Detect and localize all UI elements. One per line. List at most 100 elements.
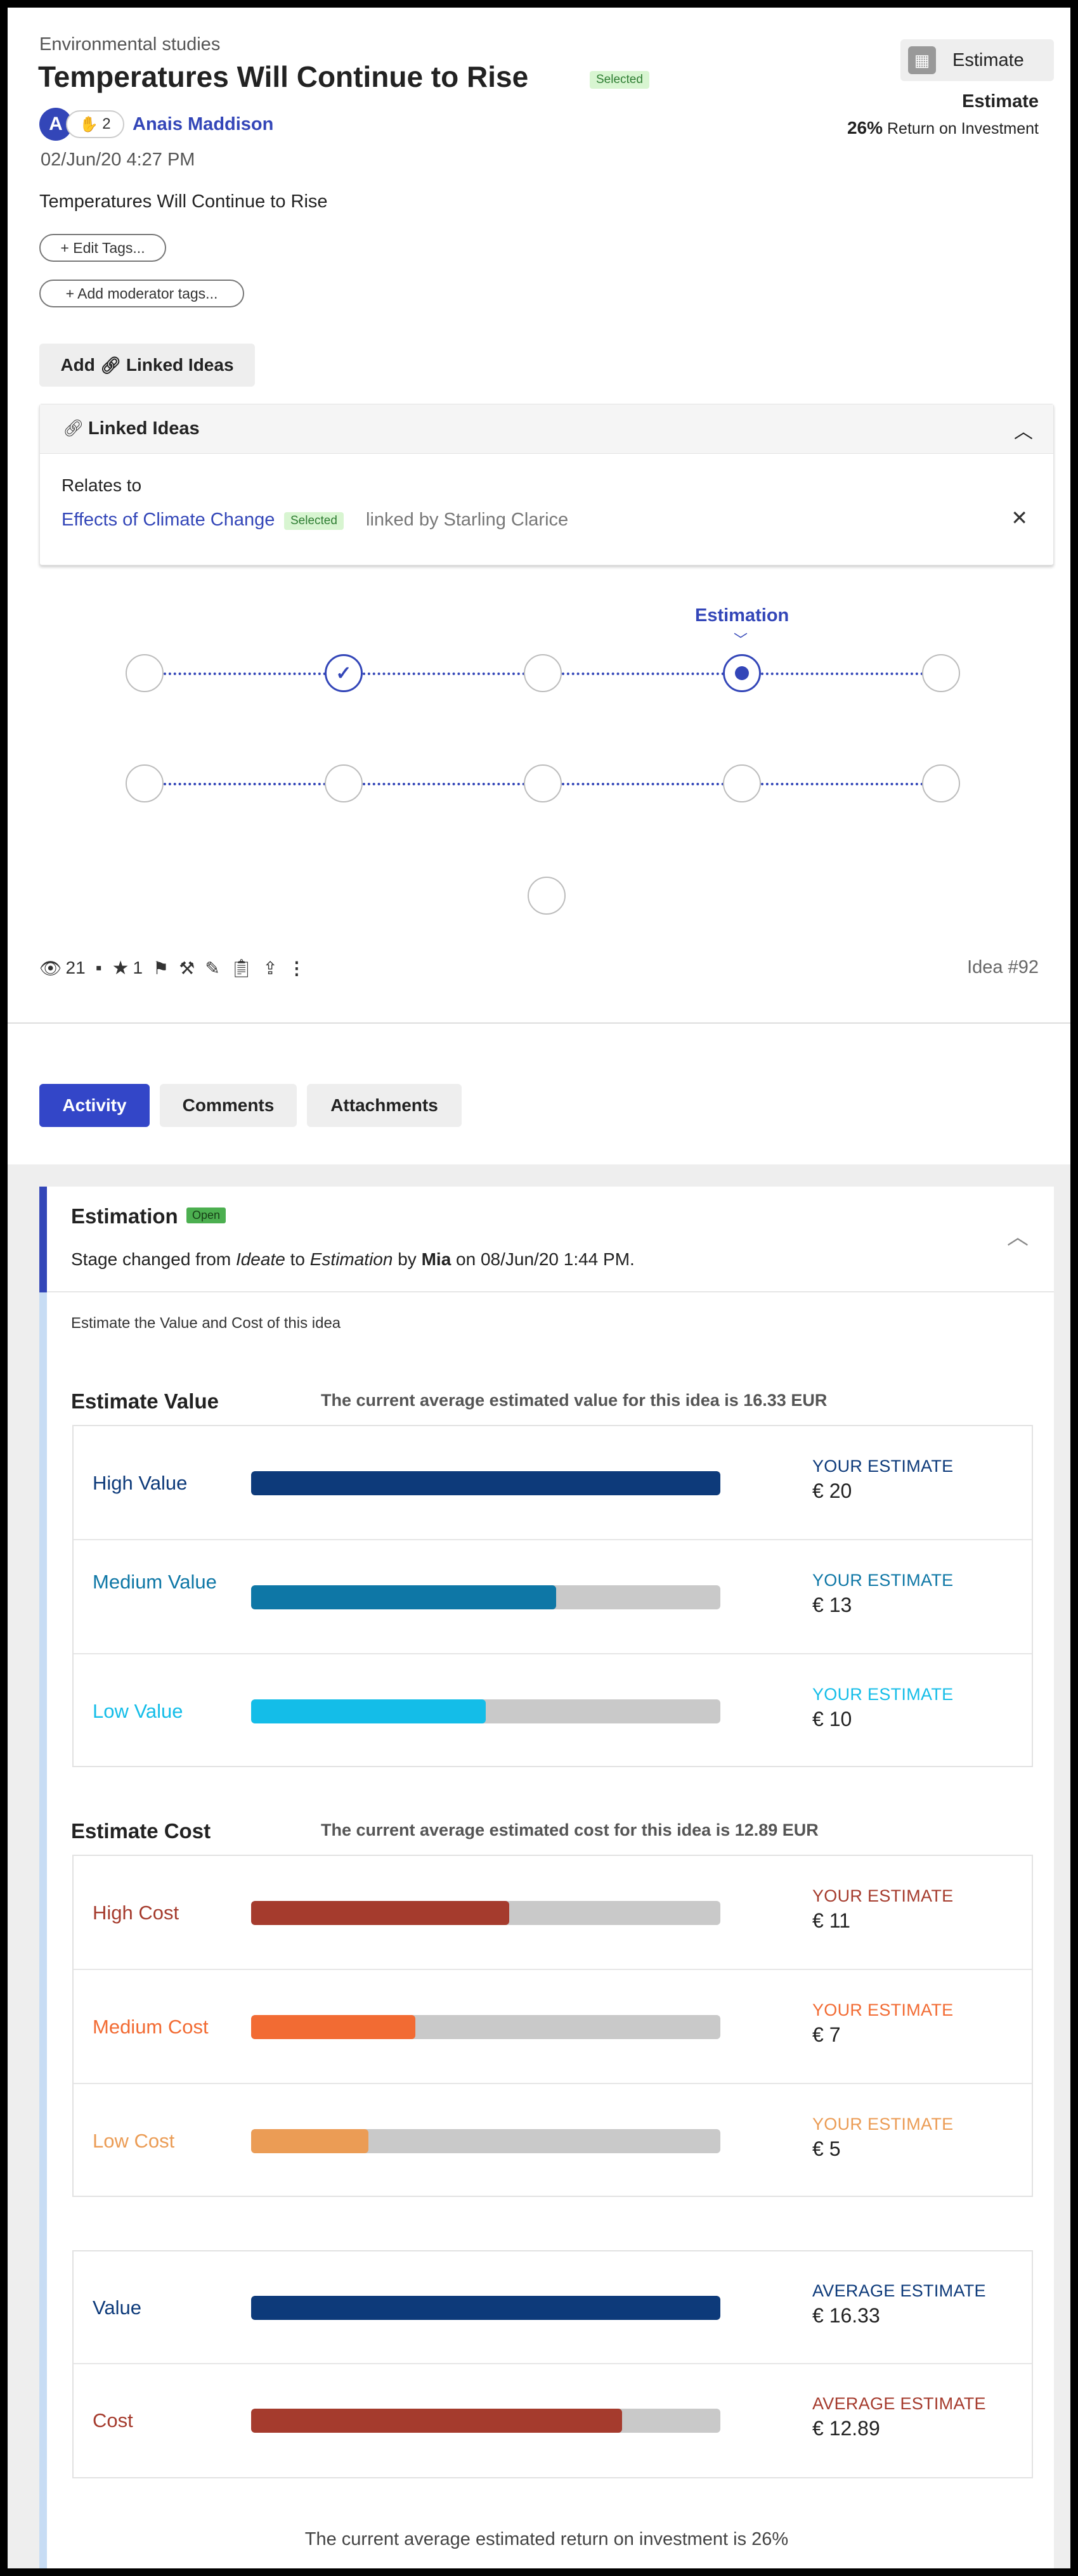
from-stage: Ideate [235,1249,285,1269]
average-estimate-bar-fill [251,2409,622,2433]
estimate-cost-bar[interactable] [251,1901,720,1925]
roi-label: Return on Investment [886,120,1039,138]
estimate-cost-bar[interactable] [251,2015,720,2039]
star-count: 1 [133,958,143,977]
linked-ideas-title: Linked Ideas [88,418,200,439]
stage-node[interactable] [524,654,562,692]
stage-node[interactable] [723,764,761,802]
stage-node-completed[interactable]: ✓ [325,654,363,692]
more-icon[interactable]: ⋮ [287,958,306,978]
stage-badge: Open [186,1208,226,1223]
estimate-cost-caption: YOUR ESTIMATE [812,1886,954,1905]
average-estimate-bar[interactable] [251,2296,720,2320]
estimate-value-label: Medium Value [93,1571,217,1593]
idea-description: Temperatures Will Continue to Rise [39,191,328,212]
estimate-value-box: High Value YOUR ESTIMATE € 20 Medium Value Y… [72,1425,1033,1767]
estimate-value-label: High Value [93,1472,188,1494]
connector [761,673,923,675]
eye-icon: 👁︎ [39,958,62,978]
connector [562,673,724,675]
average-estimate-box: Value AVERAGE ESTIMATE € 16.33 Cost AVERAGE … [72,2250,1033,2478]
estimate-value-row: High Value YOUR ESTIMATE € 20 [74,1426,1032,1540]
estimate-cost-caption: YOUR ESTIMATE [812,2115,954,2134]
average-estimate-bar[interactable] [251,2409,720,2433]
relates-to-label: Relates to [62,475,142,495]
active-stage-marker [39,1187,47,1292]
edit-icon[interactable]: ✎ [205,958,220,978]
estimate-value-bar-fill [251,1585,556,1609]
idea-date: 02/Jun/20 4:27 PM [41,150,195,170]
current-stage-label: Estimation [695,605,789,626]
roi-note: The current average estimated return on … [304,2529,789,2549]
linked-idea-link[interactable]: Effects of Climate Change [62,510,275,530]
estimate-cost-title: Estimate Cost [71,1819,211,1843]
status-badge: Selected [590,71,649,89]
idea-category: Environmental studies [39,34,221,55]
add-linked-ideas-button[interactable]: Add 🔗︎ Linked Ideas [39,344,255,387]
tab-comments[interactable]: Comments [160,1084,297,1127]
stage-change-text: Stage changed from Ideate to Estimation … [71,1249,635,1270]
flag-icon[interactable]: ⚑ [153,958,169,978]
roi-value: 26% [847,118,883,138]
tab-activity[interactable]: Activity [39,1084,150,1127]
to-word: to [285,1249,310,1269]
by-user: Mia [421,1249,451,1269]
estimate-value-title: Estimate Value [71,1389,219,1413]
estimate-value-bar-fill [251,1471,720,1495]
clap-count: 2 [102,115,111,132]
chevron-up-icon[interactable]: ︿ [1007,1225,1029,1249]
estimate-value-caption: YOUR ESTIMATE [812,1685,954,1704]
estimate-value-bar[interactable] [251,1699,720,1723]
change-prefix: Stage changed from [71,1249,236,1269]
stage-node[interactable] [922,764,960,802]
comment-icon[interactable]: ▪ [95,958,102,977]
estimate-value-value: € 13 [812,1594,852,1616]
estimate-value-caption: YOUR ESTIMATE [812,1571,954,1590]
estimate-cost-label: Medium Cost [93,2016,209,2038]
share-icon[interactable]: ⇪ [263,958,278,978]
average-estimate-label: Cost [93,2409,133,2431]
estimate-cost-value: € 5 [812,2137,841,2160]
average-estimate-bar-fill [251,2296,720,2320]
clipboard-icon[interactable]: 📋︎ [230,958,253,978]
stage-node[interactable] [922,654,960,692]
stage-node[interactable] [325,764,363,802]
estimate-value-label: Low Value [93,1700,183,1722]
link-icon: 🔗︎ [100,355,121,375]
edit-tags-button[interactable]: + Edit Tags... [39,234,166,262]
gavel-icon[interactable]: ⚒ [179,958,195,978]
close-icon[interactable]: ✕ [1011,506,1028,529]
estimate-value-bar[interactable] [251,1585,720,1609]
stage-node-current[interactable] [723,654,761,692]
star-icon[interactable]: ★ [112,957,129,979]
estimate-cost-bar-fill [251,2015,415,2039]
estimate-cost-value: € 7 [812,2023,841,2046]
estimate-value-bar[interactable] [251,1471,720,1495]
estimate-cost-row: High Cost YOUR ESTIMATE € 11 [74,1856,1032,1970]
chevron-up-icon[interactable]: ︿ [1014,422,1033,442]
estimate-cost-bar[interactable] [251,2129,720,2153]
avatar-letter: A [49,113,63,134]
idea-title: Temperatures Will Continue to Rise [38,60,529,93]
estimate-cost-bar-fill [251,2129,368,2153]
linked-ideas-header[interactable]: 🔗︎ Linked Ideas ︿ [40,404,1053,454]
estimate-cost-label: Low Cost [93,2130,175,2152]
current-dot-icon [735,666,749,680]
clap-button[interactable]: ✋ 2 [66,110,124,138]
stage-node[interactable] [528,877,566,915]
author-link[interactable]: Anais Maddison [133,114,274,134]
stage-node[interactable] [524,764,562,802]
tab-attachments[interactable]: Attachments [307,1084,462,1127]
average-estimate-value: € 16.33 [812,2304,880,2327]
check-icon: ✓ [335,662,352,684]
estimate-button[interactable]: ▦ Estimate [900,39,1054,81]
estimate-cost-value: € 11 [812,1909,850,1932]
stage-node[interactable] [126,654,164,692]
stage-node[interactable] [126,764,164,802]
moderator-tags-button[interactable]: + Add moderator tags... [39,280,244,307]
estimate-value-value: € 20 [812,1479,852,1502]
estimate-cost-row: Low Cost YOUR ESTIMATE € 5 [74,2084,1032,2198]
estimate-value-caption: YOUR ESTIMATE [812,1457,954,1476]
estimate-value-bar-fill [251,1699,486,1723]
